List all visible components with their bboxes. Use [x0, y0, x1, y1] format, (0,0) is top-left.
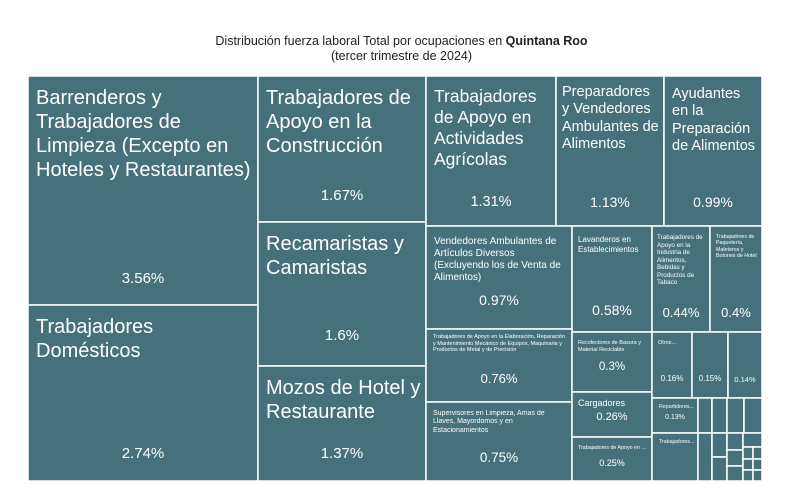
treemap-cell-barrenderos: [27, 75, 259, 306]
treemap-cell-elaboracion: [425, 328, 573, 403]
treemap-cell-cargadores: [571, 391, 653, 438]
treemap-value-elaboracion: 0.76%: [480, 370, 518, 386]
treemap-label-ayudantes: Ayudantes en la Preparación de Alimentos: [672, 86, 756, 155]
treemap-value-supervisores: 0.75%: [479, 449, 519, 465]
treemap-cell-otros: [651, 331, 693, 399]
treemap-cell-ayudantes: [663, 75, 763, 227]
treemap-label-otros: Otros...: [658, 340, 677, 346]
treemap-label-cargadores: Cargadores: [578, 398, 626, 408]
treemap-cell-preparadores: [555, 75, 665, 227]
treemap-cell-agricolas: [425, 75, 557, 227]
treemap-value-construccion: 1.67%: [320, 187, 364, 205]
treemap-label-apoyo_en: Trabajadores de Apoyo en ...: [578, 445, 646, 451]
treemap-label-construccion: Trabajadores de Apoyo en la Construcción: [266, 87, 411, 157]
treemap-cell-minor-2: [726, 397, 745, 434]
treemap-value-agricolas: 1.31%: [470, 193, 512, 210]
treemap-value-apoyo_en: 0.25%: [599, 458, 625, 469]
treemap-label-industria_alimentos: Trabajadores de Apoyo en la Industria de…: [657, 234, 703, 287]
treemap-cell-minor-13: [742, 458, 754, 471]
treemap-label-recamaristas: Recamaristas y Camaristas: [266, 233, 404, 279]
treemap-value-barrenderos: 3.56%: [121, 270, 165, 288]
treemap-value-s015: 0.15%: [698, 374, 722, 384]
treemap-value-paqueteria: 0.4%: [721, 304, 751, 320]
treemap-value-domesticos: 2.74%: [121, 445, 165, 463]
treemap-cell-minor-11: [742, 446, 754, 460]
treemap-value-repartidores: 0.13%: [665, 414, 685, 422]
treemap-value-otros: 0.16%: [660, 374, 684, 384]
treemap-cell-minor-10: [742, 432, 763, 448]
treemap-value-lavanderos: 0.58%: [592, 302, 632, 319]
treemap-cell-repartidores: [651, 397, 699, 434]
treemap-label-repartidores: Repartidores...: [659, 404, 694, 410]
chart-title-prefix: Distribución fuerza laboral Total por oc…: [215, 34, 506, 48]
treemap-cell-recolectores: [571, 331, 653, 393]
treemap-cell-minor-0: [697, 397, 713, 434]
chart-title: Distribución fuerza laboral Total por oc…: [0, 34, 803, 64]
treemap-value-s014: 0.14%: [734, 374, 756, 384]
treemap-cell-s015: [691, 331, 729, 399]
treemap-label-trabajadores_small: Trabajadores...: [659, 439, 694, 445]
treemap-label-mozos: Mozos de Hotel y Restaurante: [266, 377, 421, 423]
treemap-cell-mozos: [257, 365, 427, 482]
treemap-cell-minor-9: [726, 465, 744, 482]
treemap-cell-vendedores: [425, 225, 573, 330]
treemap-value-recamaristas: 1.6%: [324, 327, 360, 345]
treemap-label-recolectores: Recolectores de Basura y Material Recicl…: [578, 340, 641, 353]
treemap-value-cargadores: 0.26%: [596, 410, 628, 423]
treemap-cell-trabajadores_small: [651, 432, 699, 482]
treemap-value-ayudantes: 0.99%: [693, 194, 733, 211]
treemap-label-preparadores: Preparadores y Vendedores Ambulantes de …: [562, 84, 659, 153]
treemap-cell-minor-8: [726, 449, 744, 467]
treemap-cell-minor-6: [711, 456, 728, 482]
treemap-label-elaboracion: Trabajadores de Apoyo en la Elaboración,…: [433, 334, 565, 354]
chart-subtitle: (tercer trimestre de 2024): [330, 49, 473, 63]
treemap-cell-s014: [727, 331, 763, 399]
treemap-cell-minor-12: [752, 446, 763, 460]
treemap-cell-minor-4: [697, 432, 713, 482]
treemap-value-recolectores: 0.3%: [598, 361, 626, 374]
treemap-cell-domesticos: [27, 304, 259, 482]
treemap-label-lavanderos: Lavanderos en Establecimientos: [578, 235, 639, 254]
treemap-cell-minor-16: [752, 469, 763, 482]
chart-title-location: Quintana Roo: [505, 34, 588, 48]
treemap-cell-recamaristas: [257, 221, 427, 367]
treemap-cell-minor-15: [742, 469, 754, 482]
treemap-label-paqueteria: Trabajadores de Paquetería, Maleteros y …: [716, 234, 757, 260]
treemap-label-domesticos: Trabajadores Domésticos: [36, 316, 154, 362]
treemap-label-barrenderos: Barrenderos y Trabajadores de Limpieza (…: [36, 87, 251, 181]
treemap-cell-minor-14: [752, 458, 763, 471]
treemap-cell-minor-5: [711, 432, 728, 458]
treemap-value-industria_alimentos: 0.44%: [662, 304, 700, 320]
treemap-cell-minor-7: [726, 432, 744, 451]
treemap-label-agricolas: Trabajadores de Apoyo en Actividades Agr…: [434, 86, 537, 169]
treemap-value-mozos: 1.37%: [320, 445, 364, 463]
treemap-cell-minor-3: [743, 397, 763, 434]
treemap-cell-paqueteria: [709, 225, 763, 333]
treemap-label-supervisores: Supervisores en Limpieza, Amas de Llaves…: [433, 410, 545, 434]
treemap-cell-minor-1: [711, 397, 728, 434]
treemap-cell-industria_alimentos: [651, 225, 711, 333]
treemap-value-vendedores: 0.97%: [479, 292, 519, 309]
treemap-value-preparadores: 1.13%: [590, 194, 630, 211]
treemap-cell-construccion: [257, 75, 427, 223]
treemap-label-vendedores: Vendedores Ambulantes de Artículos Diver…: [434, 236, 561, 283]
